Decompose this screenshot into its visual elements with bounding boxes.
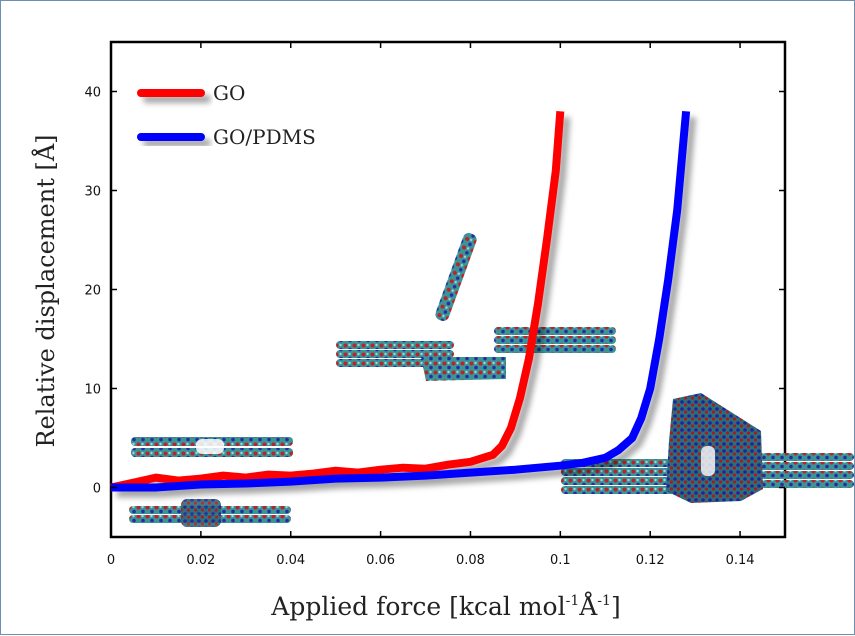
y-axis-title: Relative displacement [Å] xyxy=(31,134,60,447)
x-tick-label: 0 xyxy=(107,553,115,568)
x-tick-label: 0.06 xyxy=(366,553,395,568)
x-tick-label: 0.1 xyxy=(550,553,571,568)
legend-label-go: GO xyxy=(213,81,245,105)
y-tick-label: 10 xyxy=(84,383,101,398)
y-tick-label: 40 xyxy=(84,86,101,101)
x-tick-label: 0.08 xyxy=(456,553,485,568)
x-tick-label: 0.12 xyxy=(636,553,665,568)
y-tick-label: 30 xyxy=(84,185,101,200)
y-tick-label: 0 xyxy=(93,482,101,497)
x-tick-label: 0.04 xyxy=(276,553,305,568)
y-tick-label: 20 xyxy=(84,284,101,299)
x-axis-title: Applied force [kcal mol-1Å-1] xyxy=(270,591,620,621)
x-tick-label: 0.02 xyxy=(186,553,215,568)
legend-label-gopdms: GO/PDMS xyxy=(213,125,316,149)
x-tick-label: 0.14 xyxy=(726,553,755,568)
